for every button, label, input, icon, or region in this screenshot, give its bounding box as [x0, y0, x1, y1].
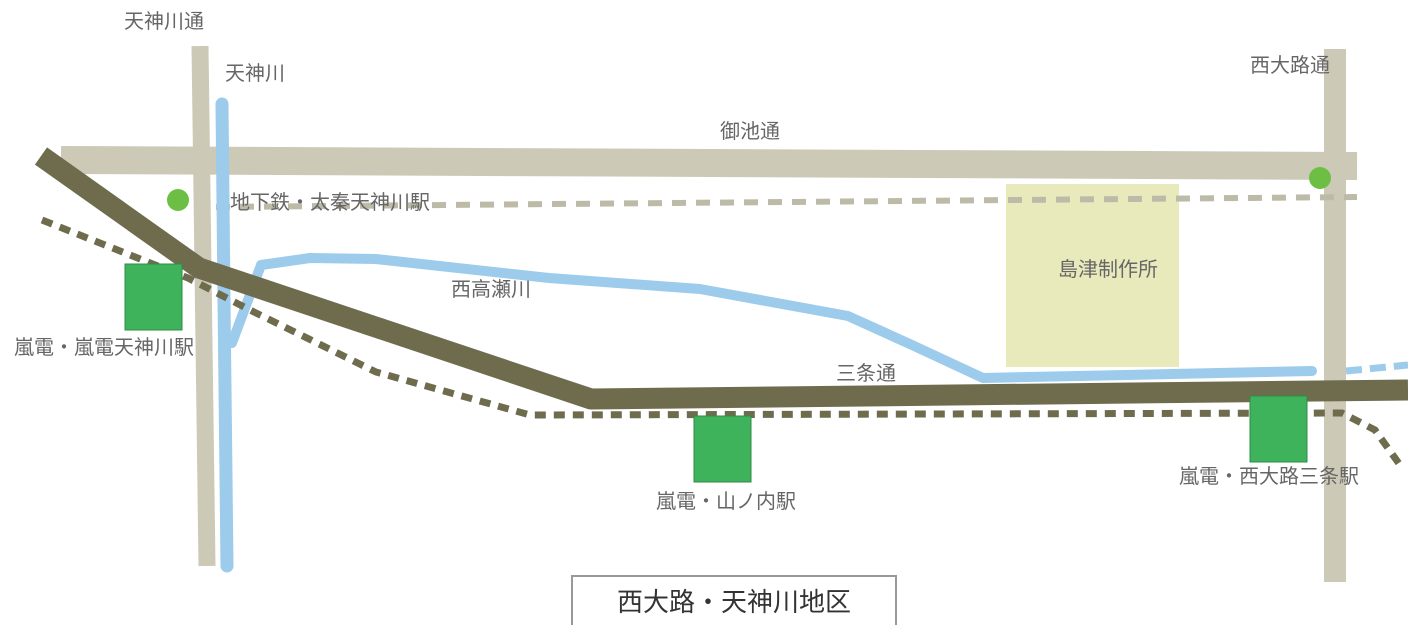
label-tenjingawa-river: 天神川: [225, 61, 285, 85]
label-subway-station: 地下鉄・太秦天神川駅: [230, 190, 430, 214]
randen-tenjingawa-station: [124, 263, 183, 331]
label-randen-tenjingawa: 嵐電・嵐電天神川駅: [14, 335, 194, 359]
nishi-takasegawa-river: [227, 253, 1317, 383]
randen-railway: [40, 216, 1403, 468]
label-nishioji-dori: 西大路通: [1250, 53, 1330, 77]
shimadzu-block: [1006, 184, 1179, 367]
subway-nishioji-station-dot: [1309, 167, 1331, 189]
label-takasegawa: 西高瀬川: [451, 277, 531, 301]
label-tenjingawa-dori: 天神川通: [124, 9, 204, 33]
label-sanjo-dori: 三条通: [836, 361, 896, 385]
label-randen-yamanouchi: 嵐電・山ノ内駅: [656, 489, 796, 513]
subway-tenjingawa-station-dot: [167, 189, 189, 211]
area-title: 西大路・天神川地区: [571, 575, 897, 625]
nishi-takasegawa-river-dashed: [1345, 361, 1408, 375]
label-shimadzu: 島津制作所: [1058, 257, 1158, 281]
randen-yamanouchi-station: [693, 415, 752, 483]
label-randen-nishioji: 嵐電・西大路三条駅: [1179, 464, 1359, 488]
tenjingawa-river: [215, 97, 234, 573]
oike-dori-road: [60, 146, 1358, 180]
randen-nishioji-sanjo-station: [1249, 395, 1308, 463]
tenjingawa-dori-road: [191, 45, 216, 567]
label-oike-dori: 御池通: [720, 119, 780, 143]
sanjo-dori-road: [34, 147, 1408, 410]
